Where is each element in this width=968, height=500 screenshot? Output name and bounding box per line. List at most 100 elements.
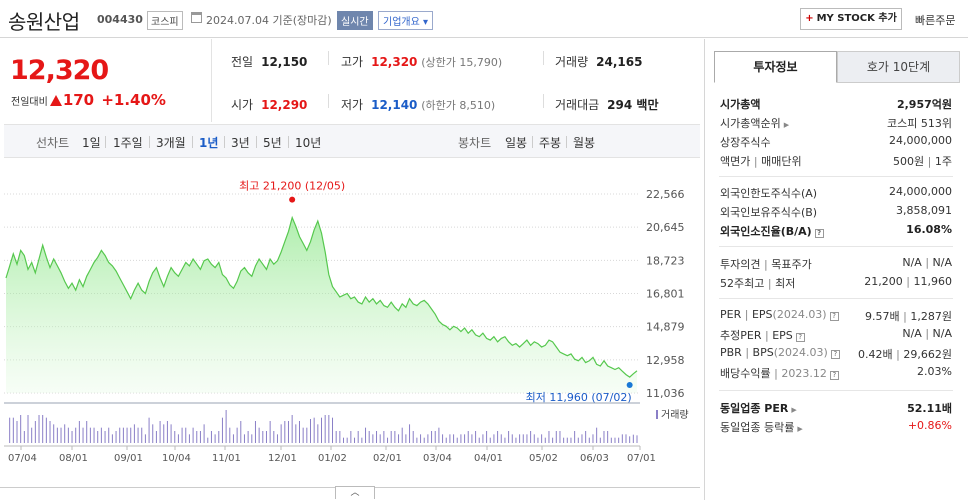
company-overview-button[interactable]: 기업개요 ▾ (378, 11, 434, 30)
divider (532, 136, 533, 148)
w52-high-value: 21,200 (864, 275, 903, 288)
volume-bar (163, 424, 165, 443)
volume-bar (401, 427, 403, 443)
volume-bar (427, 434, 429, 443)
volume-bar (207, 437, 209, 443)
volume-bar (354, 437, 356, 443)
industry-change-row: 동일업종 등락률 ▶ +0.86% (720, 419, 952, 437)
y-tick-label: 22,566 (646, 188, 685, 201)
rank-value: 코스피 513위 (887, 117, 952, 130)
w52-label-wrap: 52주최고 | 최저 (720, 277, 796, 290)
lower-limit: (하한가 8,510) (421, 99, 496, 112)
volume-bar (599, 437, 601, 443)
divider (566, 136, 567, 148)
quick-order-link[interactable]: 빠른주문 (915, 14, 956, 27)
industry-change-label: 동일업종 등락률 (720, 421, 795, 434)
volume-bar (104, 431, 106, 443)
volume-legend: 거래량 (661, 409, 689, 421)
tab-invest-info[interactable]: 투자정보 (714, 51, 837, 83)
volume-bar (372, 434, 374, 443)
volume-bar (229, 427, 231, 443)
candle-monthly[interactable]: 월봉 (573, 136, 596, 150)
divider (543, 94, 544, 108)
period-1y[interactable]: 1년 (199, 136, 219, 150)
period-1w[interactable]: 1주일 (113, 136, 143, 150)
volume-bar (625, 434, 627, 443)
realtime-badge[interactable]: 실시간 (337, 11, 373, 30)
volume-bar (511, 434, 513, 443)
stock-name: 송원산업 (8, 10, 80, 34)
volume-bar (317, 424, 319, 443)
divider (256, 136, 257, 148)
help-icon[interactable]: ? (830, 350, 840, 359)
volume-bar (346, 437, 348, 443)
line-chart-label: 선차트 (36, 136, 70, 150)
volume-bar (442, 434, 444, 443)
volume-bar (265, 431, 267, 443)
rank-row: 시가총액순위 ▶ 코스피 513위 (720, 115, 952, 133)
candle-weekly[interactable]: 주봉 (539, 136, 562, 150)
volume-bar (64, 424, 66, 443)
volume-bar (20, 415, 22, 443)
per-value-wrap: 9.57배 | 1,287원 (865, 310, 952, 323)
min-point-marker (626, 382, 633, 389)
volume-bar (423, 437, 425, 443)
volume-bar (636, 435, 638, 443)
volume-bar (383, 431, 385, 443)
volume-bar (328, 415, 330, 443)
period-5y[interactable]: 5년 (263, 136, 282, 150)
industry-per-label-wrap[interactable]: 동일업종 PER ▶ (720, 400, 797, 416)
max-label: 최고 21,200 (12/05) (239, 180, 345, 193)
divider (211, 39, 212, 122)
market-cap-label: 시가총액 (720, 98, 761, 111)
volume-bar (34, 421, 36, 443)
volume-bar (177, 434, 179, 443)
change-percent: +1.40% (101, 91, 166, 109)
x-tick-label: 08/01 (59, 453, 88, 464)
volume-bar (537, 437, 539, 443)
market-cap-row: 시가총액 2,957억원 (720, 96, 952, 114)
my-stock-add-button[interactable]: + MY STOCK 추가 (800, 8, 902, 30)
par-label: 액면가 (720, 155, 751, 168)
help-icon[interactable]: ? (795, 333, 805, 342)
price-chart[interactable]: 22,566 20,645 18,723 16,801 14,879 12,958 11,0… (0, 160, 700, 472)
period-3y[interactable]: 3년 (231, 136, 250, 150)
chart-collapse-button[interactable]: ︿ (335, 486, 375, 499)
x-tick-label: 06/03 (580, 453, 609, 464)
volume-bar (221, 417, 223, 443)
volume-bar (581, 434, 583, 443)
help-icon[interactable]: ? (829, 371, 839, 380)
divider (328, 51, 329, 65)
period-1d[interactable]: 1일 (82, 136, 101, 150)
est-per-label: 추정PER (720, 329, 762, 342)
bps-value: 29,662원 (903, 348, 952, 361)
volume-bar (126, 427, 128, 443)
help-icon[interactable]: ? (829, 312, 839, 321)
period-3m[interactable]: 3개월 (156, 136, 186, 150)
volume-bar (405, 434, 407, 443)
volume-bar (482, 434, 484, 443)
y-tick-label: 14,879 (646, 321, 685, 334)
rank-label: 시가총액순위 (720, 117, 781, 130)
tab-orderbook[interactable]: 호가 10단계 (837, 51, 960, 83)
volume-bar (170, 424, 172, 443)
volume-bar (361, 437, 363, 443)
volume-bar (493, 434, 495, 443)
volume-bar (387, 437, 389, 443)
volume-bar (89, 427, 91, 443)
volume-bar (409, 424, 411, 443)
period-10y[interactable]: 10년 (295, 136, 322, 150)
divider (192, 136, 193, 148)
volume-bar (548, 431, 550, 443)
dividend-period: 2023.12 (781, 367, 827, 380)
volume-bar (574, 431, 576, 443)
rank-label-wrap[interactable]: 시가총액순위 ▶ (720, 115, 789, 131)
x-tick-label: 12/01 (268, 453, 297, 464)
help-icon[interactable]: ? (814, 229, 824, 238)
candle-daily[interactable]: 일봉 (505, 136, 528, 150)
volume-bar (49, 421, 51, 443)
industry-change-label-wrap[interactable]: 동일업종 등락률 ▶ (720, 419, 803, 435)
x-tick-label: 10/04 (162, 453, 191, 464)
volume-bar (489, 437, 491, 443)
w52-value-wrap: 21,200 | 11,960 (864, 275, 952, 288)
